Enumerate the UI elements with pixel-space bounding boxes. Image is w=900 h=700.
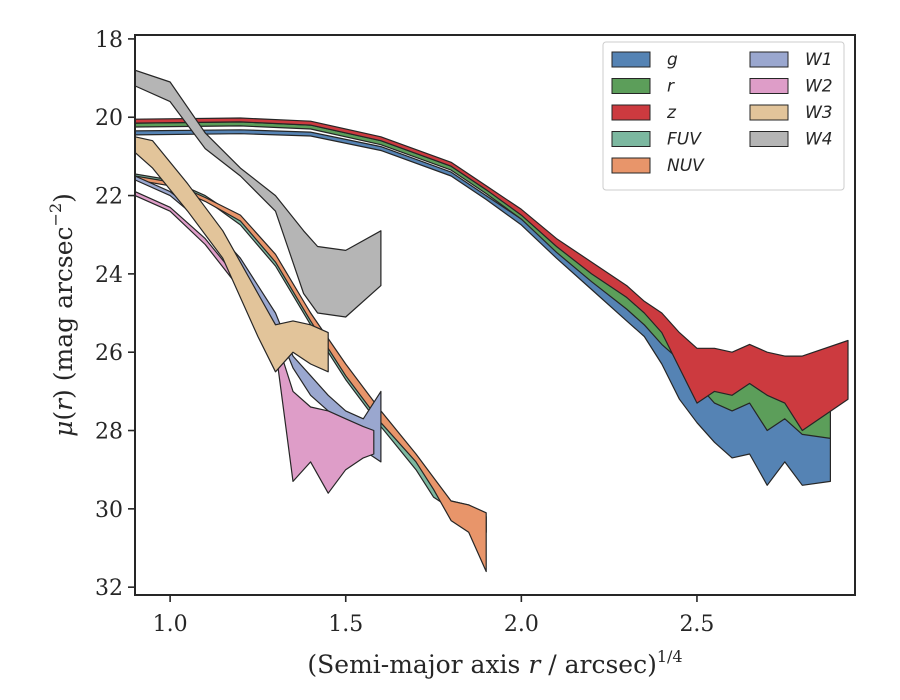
legend-label-w1: W1 bbox=[805, 50, 833, 70]
y-tick-label: 30 bbox=[95, 498, 123, 523]
legend-label-w4: W4 bbox=[805, 130, 833, 150]
legend-swatch-r bbox=[611, 78, 651, 94]
y-tick-label: 20 bbox=[95, 106, 123, 131]
y-axis: 18 20 22 24 26 28 30 32 bbox=[95, 28, 135, 601]
legend-swatch-g bbox=[611, 51, 651, 68]
y-tick-label: 28 bbox=[95, 420, 123, 445]
legend-label-fuv: FUV bbox=[667, 130, 702, 150]
y-tick-label: 18 bbox=[95, 28, 123, 53]
legend-swatch-w1 bbox=[749, 51, 789, 68]
legend-label-g: g bbox=[667, 50, 678, 70]
x-tick-label: 1.0 bbox=[153, 612, 188, 637]
legend: grz FUV NUV W1 W2 W3 W4 bbox=[602, 41, 845, 191]
band-z bbox=[135, 117, 849, 432]
legend-swatch-nuv bbox=[611, 157, 651, 174]
legend-swatch-w2 bbox=[749, 78, 789, 94]
legend-label-w2: W2 bbox=[805, 77, 833, 97]
legend-label-r: r bbox=[667, 77, 675, 97]
legend-swatch-w4 bbox=[749, 131, 789, 147]
legend-swatch-w3 bbox=[749, 104, 789, 121]
legend-label-z: z bbox=[666, 103, 677, 123]
x-tick-label: 2.5 bbox=[679, 612, 714, 637]
band-w4 bbox=[135, 69, 382, 318]
y-axis-title: μ(r) (mag arcsec−2) bbox=[46, 193, 78, 437]
series-bands bbox=[135, 69, 849, 573]
x-axis-title: (Semi-major axis r / arcsec)1/4 bbox=[307, 647, 682, 679]
x-tick-label: 1.5 bbox=[328, 612, 363, 637]
legend-swatch-fuv bbox=[611, 131, 651, 147]
legend-label-nuv: NUV bbox=[667, 156, 705, 176]
legend-swatch-z bbox=[611, 104, 651, 121]
band-nuv bbox=[135, 175, 487, 573]
y-tick-label: 22 bbox=[95, 185, 123, 210]
plot-frame bbox=[134, 34, 856, 596]
legend-label-w3: W3 bbox=[805, 103, 833, 123]
x-tick-label: 2.0 bbox=[504, 612, 539, 637]
y-tick-label: 24 bbox=[95, 263, 123, 288]
x-axis: 1.0 1.5 2.0 2.5 bbox=[153, 595, 714, 637]
y-tick-label: 32 bbox=[95, 576, 123, 601]
y-tick-label: 26 bbox=[95, 341, 123, 366]
band-w3 bbox=[135, 136, 329, 373]
